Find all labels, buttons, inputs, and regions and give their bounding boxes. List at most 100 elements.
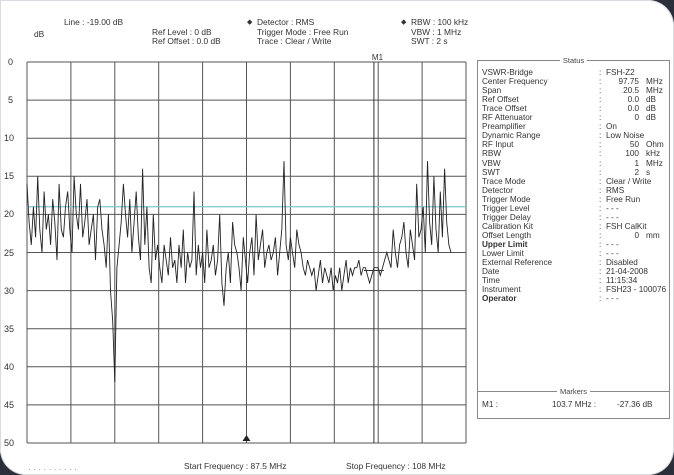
status-label: Preamplifier (482, 122, 526, 132)
status-label: Trace Mode (482, 176, 526, 186)
status-label: Offset Length (482, 230, 532, 240)
status-colon: : (599, 68, 602, 77)
status-row: Time:11:15:34 (482, 276, 667, 286)
status-colon: : (599, 212, 602, 222)
start-frequency: Start Frequency : 87.5 MHz (184, 461, 287, 471)
status-label: Trace Offset (482, 104, 527, 114)
detector-diamond-icon: ◆ (247, 19, 253, 26)
status-label: External Reference (482, 258, 553, 268)
status-colon: : (599, 276, 602, 286)
status-panel: Status VSWR-Bridge: FSH-Z2 Center Frequenc… (477, 56, 670, 397)
y-tick-label: 5 (8, 95, 14, 106)
status-value: 11:15:34 (606, 276, 638, 286)
status-unit: mm (646, 230, 660, 240)
status-colon: : (599, 95, 602, 105)
display-line-readout: Line : -19.00 dB (64, 17, 124, 27)
markers-panel: Markers M1 : 103.7 MHz : -27.36 dB (477, 387, 670, 419)
status-value: - - - (606, 212, 619, 222)
status-label: Detector (482, 185, 513, 195)
marker-name: M1 : (482, 400, 498, 409)
detector-readout: Detector : RMS (257, 17, 315, 27)
status-label: Span (482, 86, 502, 96)
y-tick-label: 10 (4, 133, 15, 144)
status-unit: dB (646, 95, 657, 105)
status-unit: Ohm (646, 140, 664, 150)
status-value: - - - (606, 249, 619, 258)
status-colon: : (599, 158, 602, 168)
status-row: Trace Mode: Clear / Write (482, 176, 667, 186)
status-colon: : (599, 185, 602, 195)
status-colon: : (599, 267, 602, 277)
trigger-mode-readout: Trigger Mode : Free Run (257, 27, 349, 37)
status-value: FSH-Z2 (606, 68, 635, 77)
status-colon: : (599, 104, 602, 114)
status-unit: dB (646, 113, 657, 123)
status-colon: : (599, 258, 602, 268)
status-value: 2 (634, 167, 639, 177)
status-value: FSH CalKit (606, 221, 647, 231)
status-colon: : (599, 122, 602, 132)
status-label: Operator (482, 294, 517, 304)
status-label: Trigger Level (482, 203, 530, 213)
status-label: Date (482, 267, 500, 277)
y-tick-label: 15 (4, 171, 15, 182)
stop-frequency: Stop Frequency : 108 MHz (346, 461, 446, 471)
spectrum-trace (26, 161, 452, 383)
status-colon: : (599, 113, 602, 123)
status-label: VSWR-Bridge (482, 68, 533, 77)
status-value: 100 (625, 149, 639, 159)
status-colon: : (599, 194, 602, 204)
y-tick-label: 35 (4, 323, 15, 334)
y-tick-label: 40 (4, 361, 15, 372)
y-tick-label: 20 (4, 209, 15, 220)
status-colon: : (599, 86, 602, 96)
status-value: 21-04-2008 (606, 267, 648, 277)
status-row: SWT: 2 s (482, 167, 667, 177)
ref-offset-readout: Ref Offset : 0.0 dB (152, 36, 221, 46)
markers-title: Markers (556, 387, 591, 396)
status-row: Trigger Level: - - - (482, 203, 667, 213)
status-label: Trigger Mode (482, 194, 531, 204)
status-value: RMS (606, 185, 625, 195)
rbw-readout: RBW : 100 kHz (411, 17, 469, 27)
status-label: Ref Offset (482, 95, 519, 105)
status-row: Ref Offset: 0.0 dB (482, 95, 667, 105)
status-colon: : (599, 140, 602, 150)
rbw-diamond-icon: ◆ (401, 19, 407, 26)
status-label: Trigger Delay (482, 212, 531, 222)
status-value: Free Run (606, 194, 641, 204)
status-unit: kHz (646, 149, 661, 159)
status-unit: dB (646, 104, 657, 114)
status-row: Span: 20.5 MHz (482, 86, 667, 96)
status-row: VSWR-Bridge: FSH-Z2 (482, 68, 667, 77)
marker-frequency: 103.7 MHz : (552, 400, 597, 409)
status-value: Low Noise (606, 131, 645, 141)
status-label: Upper Limit (482, 239, 528, 249)
status-value: 20.5 (623, 86, 639, 96)
status-colon: : (599, 221, 602, 231)
status-unit: MHz (646, 86, 663, 96)
status-row: Preamplifier: On (482, 122, 667, 132)
status-row: Date:21-04-2008 (482, 267, 667, 277)
status-value: - - - (606, 239, 619, 249)
status-row: Trigger Delay: - - - (482, 212, 667, 222)
status-value: - - - (606, 294, 619, 304)
status-value: On (606, 122, 617, 132)
status-colon: : (599, 149, 602, 159)
status-title: Status (559, 56, 588, 65)
status-value: 50 (629, 140, 639, 150)
marker-level: -27.36 dB (617, 400, 653, 409)
status-row: Upper Limit: - - - (482, 239, 667, 249)
marker-row: M1 : 103.7 MHz : -27.36 dB (482, 400, 667, 409)
status-row: Offset Length: 0 mm (482, 230, 667, 240)
marker-label: M1 (372, 53, 384, 62)
y-tick-label: 50 (4, 438, 15, 448)
status-value: Disabled (606, 258, 638, 268)
status-colon: : (599, 167, 602, 177)
status-row: Instrument: FSH23 - 100076 (482, 285, 667, 294)
status-label: Time (482, 276, 500, 286)
status-row: External Reference: Disabled (482, 258, 667, 268)
status-row: VBW: 1 MHz (482, 158, 667, 168)
status-colon: : (599, 249, 602, 258)
